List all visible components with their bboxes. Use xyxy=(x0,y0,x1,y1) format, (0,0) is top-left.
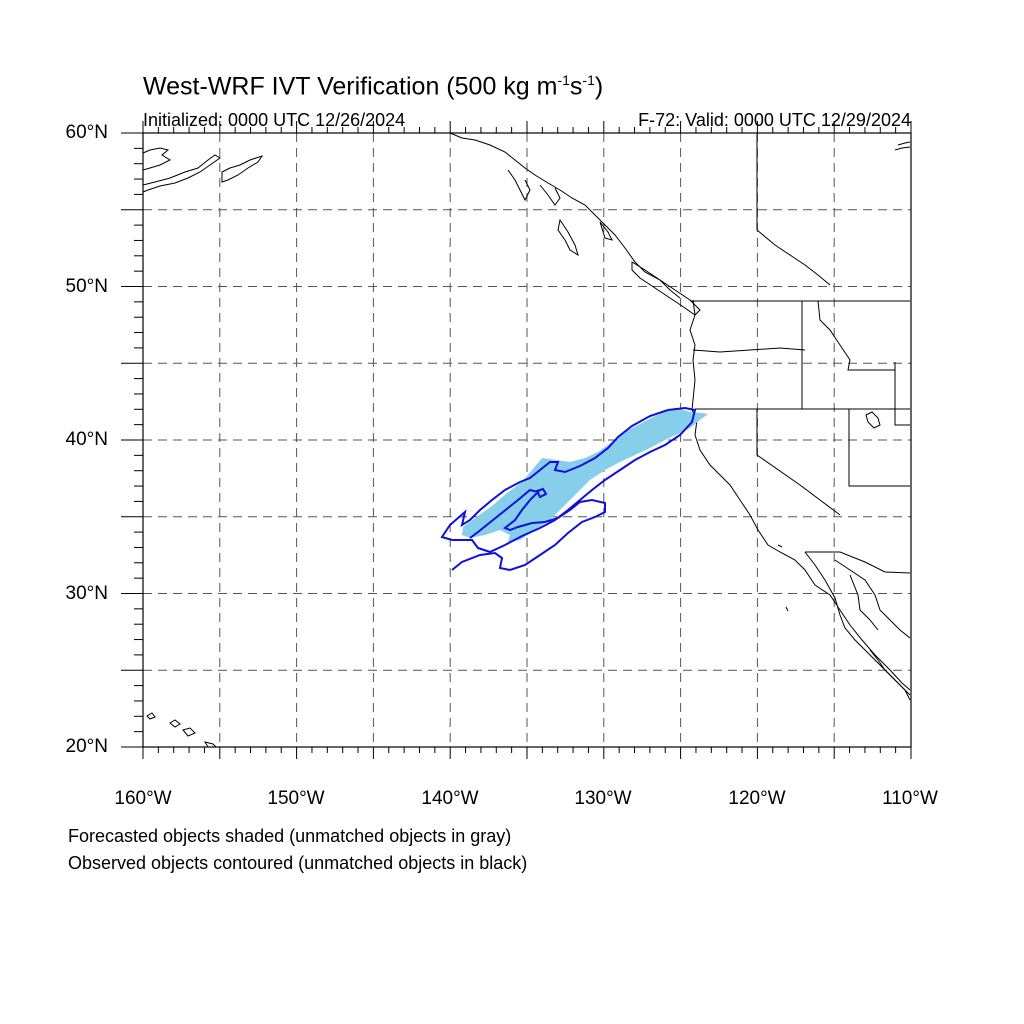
valid-time: F-72: Valid: 0000 UTC 12/29/2024 xyxy=(638,110,911,130)
lat-label-60: 60°N xyxy=(65,122,108,143)
lon-label-150w: 150°W xyxy=(267,788,325,809)
map-title: West-WRF IVT Verification (500 kg m-1s-1… xyxy=(143,72,604,101)
lon-label-130w: 130°W xyxy=(574,788,632,809)
footnote-forecast: Forecasted objects shaded (unmatched obj… xyxy=(68,826,512,846)
observed-ivt-object xyxy=(440,406,697,572)
coastlines xyxy=(142,132,911,748)
lon-label-160w: 160°W xyxy=(114,788,172,809)
footnote-observed: Observed objects contoured (unmatched ob… xyxy=(68,853,528,873)
lat-lon-grid xyxy=(143,133,911,747)
lat-label-50: 50°N xyxy=(65,276,108,297)
borders xyxy=(690,133,911,574)
axis-ticks xyxy=(121,121,912,759)
lat-label-20: 20°N xyxy=(65,736,108,757)
lat-label-30: 30°N xyxy=(65,583,108,604)
init-time: Initialized: 0000 UTC 12/26/2024 xyxy=(143,110,406,130)
lon-label-140w: 140°W xyxy=(421,788,479,809)
forecast-ivt-object xyxy=(462,409,708,542)
lon-label-110w: 110°W xyxy=(882,788,938,809)
lon-label-120w: 120°W xyxy=(728,788,786,809)
lat-label-40: 40°N xyxy=(65,429,108,450)
